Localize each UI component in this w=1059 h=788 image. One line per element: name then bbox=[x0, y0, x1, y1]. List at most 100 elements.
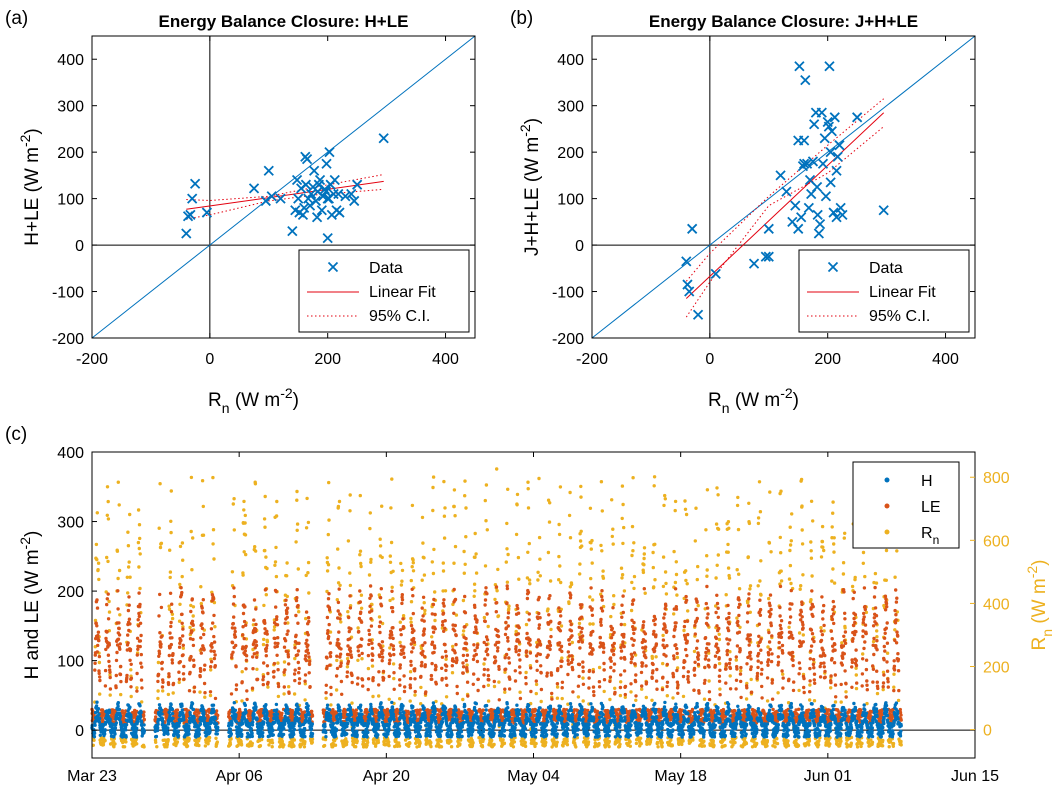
le-point bbox=[107, 664, 112, 668]
le-point bbox=[360, 637, 364, 641]
rn-point bbox=[432, 547, 436, 552]
rn-point bbox=[390, 477, 394, 481]
le-point bbox=[381, 669, 386, 674]
le-point bbox=[433, 627, 437, 631]
le-point bbox=[191, 623, 195, 627]
le-point bbox=[725, 652, 729, 657]
rn-point bbox=[243, 533, 248, 537]
rn-point bbox=[461, 598, 466, 603]
le-point bbox=[725, 648, 730, 653]
le-point bbox=[555, 682, 560, 686]
panel-b-point bbox=[828, 207, 839, 218]
rn-point bbox=[197, 739, 201, 743]
rn-point bbox=[527, 578, 532, 582]
le-point bbox=[492, 679, 496, 684]
rn-point bbox=[800, 528, 804, 532]
panel-b-point bbox=[812, 209, 823, 221]
le-point bbox=[97, 654, 102, 659]
le-point bbox=[334, 674, 339, 678]
rn-point bbox=[611, 542, 615, 546]
rn-point bbox=[118, 613, 122, 617]
rn-point bbox=[578, 572, 582, 576]
rn-point bbox=[324, 696, 328, 700]
rn-point bbox=[787, 577, 792, 581]
le-point bbox=[587, 668, 592, 673]
le-point bbox=[612, 652, 616, 657]
le-point bbox=[675, 668, 679, 673]
rn-point bbox=[295, 489, 299, 494]
le-point bbox=[329, 651, 333, 655]
rn-point bbox=[294, 540, 298, 544]
le-point bbox=[461, 661, 465, 665]
panel-b-xlabel-part: n bbox=[722, 400, 730, 416]
rn-point bbox=[747, 521, 752, 526]
le-point bbox=[209, 627, 214, 631]
le-point bbox=[539, 671, 543, 675]
le-point bbox=[571, 667, 575, 672]
panel-b-point bbox=[793, 223, 804, 234]
le-point bbox=[276, 668, 280, 672]
rn-point bbox=[275, 499, 279, 504]
rn-point bbox=[819, 555, 824, 559]
rn-point bbox=[622, 622, 627, 627]
le-point bbox=[705, 616, 709, 620]
rn-point bbox=[874, 581, 879, 585]
rn-point bbox=[796, 743, 801, 748]
rn-point bbox=[569, 582, 574, 587]
le-point bbox=[472, 672, 476, 676]
rn-point bbox=[170, 612, 175, 616]
le-point bbox=[600, 589, 604, 593]
rn-point bbox=[253, 482, 258, 486]
rn-point bbox=[735, 503, 740, 508]
rn-point bbox=[600, 509, 604, 513]
le-point bbox=[653, 617, 657, 621]
le-point bbox=[116, 637, 121, 641]
rn-point bbox=[739, 669, 743, 673]
rn-point bbox=[502, 741, 507, 745]
rn-point bbox=[555, 740, 559, 744]
le-point bbox=[402, 674, 406, 678]
le-point bbox=[518, 665, 522, 669]
rn-point bbox=[779, 489, 783, 493]
le-point bbox=[590, 652, 594, 656]
le-point bbox=[329, 692, 333, 697]
rn-point bbox=[575, 736, 579, 740]
le-point bbox=[367, 642, 371, 647]
le-point bbox=[307, 655, 311, 659]
le-point bbox=[676, 683, 680, 687]
le-point bbox=[516, 606, 520, 611]
le-point bbox=[410, 650, 414, 654]
le-point bbox=[137, 611, 141, 616]
rn-point bbox=[680, 742, 684, 747]
rn-point bbox=[629, 690, 633, 694]
le-point bbox=[328, 654, 333, 659]
le-point bbox=[707, 665, 711, 669]
le-point bbox=[463, 647, 468, 651]
le-point bbox=[516, 611, 521, 615]
le-point bbox=[503, 632, 508, 637]
le-point bbox=[581, 682, 586, 686]
rn-point bbox=[429, 740, 433, 745]
le-point bbox=[370, 609, 374, 613]
le-point bbox=[570, 634, 574, 638]
rn-point bbox=[481, 737, 486, 741]
rn-point bbox=[547, 520, 552, 524]
le-point bbox=[401, 651, 406, 655]
rn-point bbox=[107, 610, 112, 614]
le-point bbox=[263, 621, 267, 625]
le-point bbox=[525, 654, 529, 658]
rn-point bbox=[355, 739, 359, 743]
rn-point bbox=[737, 572, 741, 576]
le-point bbox=[444, 676, 448, 680]
le-point bbox=[93, 661, 97, 665]
le-point bbox=[450, 664, 454, 668]
rn-point bbox=[899, 743, 903, 747]
panel-b-point bbox=[811, 181, 823, 193]
rn-point bbox=[652, 484, 656, 488]
rn-point bbox=[526, 487, 530, 491]
rn-point bbox=[817, 739, 821, 743]
rn-point bbox=[735, 616, 739, 620]
le-point bbox=[506, 639, 510, 643]
le-point bbox=[591, 648, 595, 652]
rn-point bbox=[628, 744, 632, 748]
